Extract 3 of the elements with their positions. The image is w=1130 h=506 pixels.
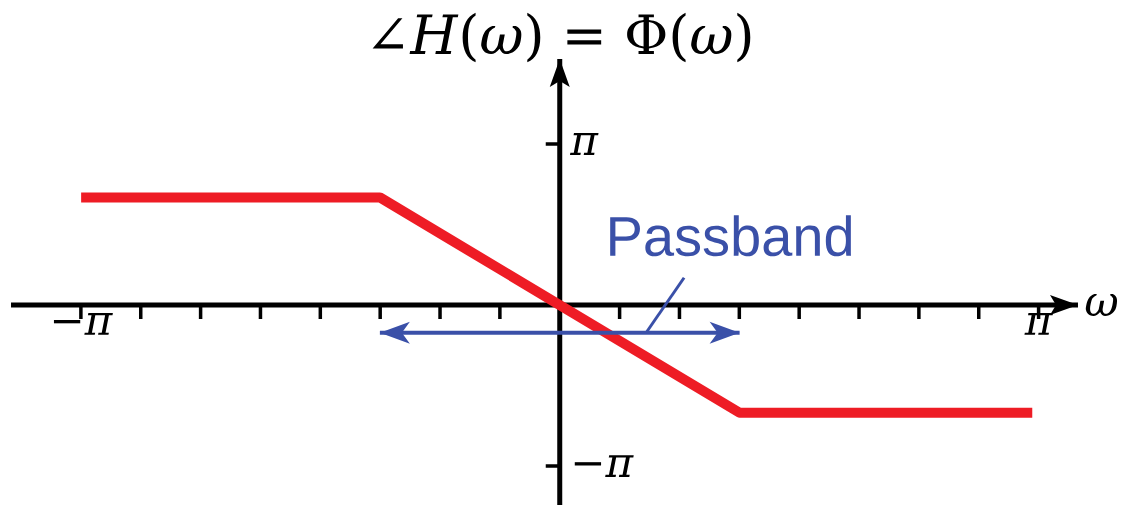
y-axis-title: ∠H(ω) = Φ(ω)	[372, 12, 751, 63]
x-axis-title: ω	[1085, 294, 1118, 316]
series-label: Passband	[610, 215, 852, 257]
